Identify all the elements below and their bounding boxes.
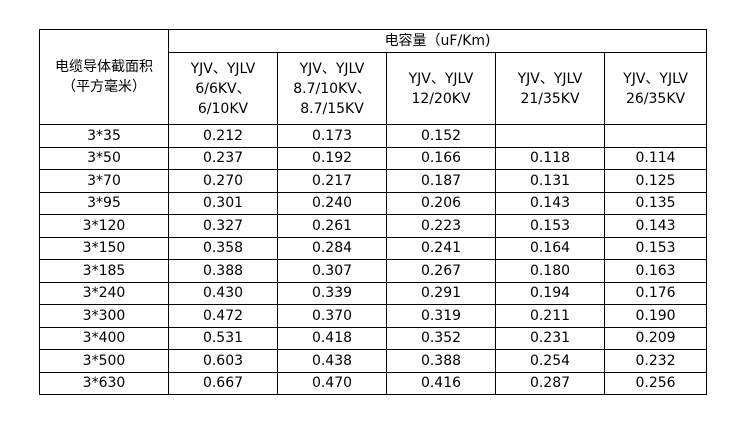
capacitance-value-cell: 0.206 — [386, 191, 496, 215]
capacitance-value-cell: 0.131 — [495, 169, 605, 193]
conductor-size-cell: 3*70 — [39, 169, 169, 193]
table-row: 3*630 0.667 0.470 0.416 0.287 0.256 — [39, 371, 708, 395]
voltage-header-1: YJV、YJLV 6/6KV、 6/10KV — [168, 52, 278, 125]
capacitance-value-cell: 0.388 — [386, 349, 496, 373]
capacitance-value-cell: 0.164 — [495, 236, 605, 260]
capacitance-value-cell: 0.176 — [603, 281, 708, 305]
capacitance-value-cell: 0.118 — [495, 146, 605, 170]
table-row: 3*150 0.358 0.284 0.241 0.164 0.153 — [39, 236, 708, 260]
capacitance-value-cell: 0.603 — [168, 349, 278, 373]
capacitance-value-cell: 0.270 — [168, 169, 278, 193]
capacitance-group-header: 电容量（uF/Km) — [167, 29, 708, 53]
conductor-size-cell: 3*300 — [39, 304, 169, 328]
conductor-size-cell: 3*500 — [39, 349, 169, 373]
conductor-size-header-line2: （平方毫米） — [62, 79, 146, 95]
table-row: 3*400 0.531 0.418 0.352 0.231 0.209 — [39, 326, 708, 350]
capacitance-value-cell: 0.190 — [603, 304, 708, 328]
conductor-size-cell: 3*150 — [39, 236, 169, 260]
capacitance-value-cell: 0.327 — [168, 214, 278, 238]
table-row: 3*240 0.430 0.339 0.291 0.194 0.176 — [39, 281, 708, 305]
capacitance-value-cell: 0.231 — [495, 326, 605, 350]
capacitance-value-cell — [495, 124, 605, 148]
capacitance-value-cell: 0.352 — [386, 326, 496, 350]
capacitance-value-cell: 0.173 — [277, 124, 387, 148]
capacitance-table: 电缆导体截面积 （平方毫米） 电容量（uF/Km) YJV、YJLV 6/6KV、… — [39, 29, 708, 395]
capacitance-value-cell: 0.430 — [168, 281, 278, 305]
capacitance-value-cell: 0.418 — [277, 326, 387, 350]
capacitance-value-cell: 0.187 — [386, 169, 496, 193]
capacitance-value-cell: 0.307 — [277, 259, 387, 283]
capacitance-value-cell: 0.388 — [168, 259, 278, 283]
capacitance-value-cell: 0.319 — [386, 304, 496, 328]
voltage-header-3: YJV、YJLV 12/20KV — [386, 52, 496, 125]
capacitance-value-cell: 0.212 — [168, 124, 278, 148]
capacitance-value-cell: 0.192 — [277, 146, 387, 170]
capacitance-value-cell: 0.339 — [277, 281, 387, 305]
capacitance-value-cell: 0.194 — [495, 281, 605, 305]
capacitance-value-cell: 0.223 — [386, 214, 496, 238]
capacitance-value-cell: 0.163 — [603, 259, 708, 283]
voltage-header-2: YJV、YJLV 8.7/10KV、 8.7/15KV — [277, 52, 387, 125]
capacitance-value-cell: 0.153 — [495, 214, 605, 238]
capacitance-value-cell: 0.180 — [495, 259, 605, 283]
capacitance-value-cell: 0.237 — [168, 146, 278, 170]
conductor-size-cell: 3*95 — [39, 191, 169, 215]
capacitance-value-cell: 0.143 — [495, 191, 605, 215]
capacitance-value-cell: 0.166 — [386, 146, 496, 170]
conductor-size-cell: 3*400 — [39, 326, 169, 350]
capacitance-value-cell: 0.291 — [386, 281, 496, 305]
capacitance-value-cell: 0.416 — [386, 371, 496, 395]
capacitance-value-cell: 0.301 — [168, 191, 278, 215]
table-row: 3*35 0.212 0.173 0.152 — [39, 124, 708, 148]
capacitance-value-cell: 0.438 — [277, 349, 387, 373]
capacitance-value-cell: 0.531 — [168, 326, 278, 350]
table-row: 3*300 0.472 0.370 0.319 0.211 0.190 — [39, 304, 708, 328]
capacitance-value-cell: 0.211 — [495, 304, 605, 328]
voltage-header-4: YJV、YJLV 21/35KV — [495, 52, 605, 125]
table-row: 3*500 0.603 0.438 0.388 0.254 0.232 — [39, 349, 708, 373]
capacitance-value-cell: 0.241 — [386, 236, 496, 260]
conductor-size-header: 电缆导体截面积 （平方毫米） — [39, 29, 169, 125]
capacitance-value-cell: 0.114 — [603, 146, 708, 170]
capacitance-value-cell: 0.135 — [603, 191, 708, 215]
capacitance-value-cell: 0.232 — [603, 349, 708, 373]
capacitance-value-cell: 0.267 — [386, 259, 496, 283]
conductor-size-header-line1: 电缆导体截面积 — [55, 59, 153, 75]
capacitance-value-cell: 0.370 — [277, 304, 387, 328]
capacitance-value-cell: 0.287 — [495, 371, 605, 395]
table-row: 3*120 0.327 0.261 0.223 0.153 0.143 — [39, 214, 708, 238]
voltage-header-row: YJV、YJLV 6/6KV、 6/10KV YJV、YJLV 8.7/10KV、 8.7… — [40, 52, 708, 125]
capacitance-value-cell: 0.217 — [277, 169, 387, 193]
conductor-size-cell: 3*120 — [39, 214, 169, 238]
capacitance-value-cell: 0.209 — [603, 326, 708, 350]
capacitance-value-cell: 0.152 — [386, 124, 496, 148]
voltage-header-5: YJV、YJLV 26/35KV — [603, 52, 708, 125]
capacitance-value-cell: 0.261 — [277, 214, 387, 238]
capacitance-value-cell: 0.470 — [277, 371, 387, 395]
capacitance-value-cell: 0.143 — [603, 214, 708, 238]
capacitance-value-cell: 0.284 — [277, 236, 387, 260]
conductor-size-cell: 3*240 — [39, 281, 169, 305]
conductor-size-cell: 3*50 — [39, 146, 169, 170]
table-body: 3*35 0.212 0.173 0.152 3*50 0.237 0.192 0.166 0.… — [39, 124, 708, 395]
table-row: 3*50 0.237 0.192 0.166 0.118 0.114 — [39, 146, 708, 170]
capacitance-value-cell: 0.256 — [603, 371, 708, 395]
table-row: 3*95 0.301 0.240 0.206 0.143 0.135 — [39, 191, 708, 215]
capacitance-value-cell: 0.240 — [277, 191, 387, 215]
conductor-size-cell: 3*630 — [39, 371, 169, 395]
table-row: 3*70 0.270 0.217 0.187 0.131 0.125 — [39, 169, 708, 193]
capacitance-value-cell: 0.254 — [495, 349, 605, 373]
conductor-size-cell: 3*35 — [39, 124, 169, 148]
capacitance-value-cell: 0.472 — [168, 304, 278, 328]
capacitance-value-cell: 0.153 — [603, 236, 708, 260]
capacitance-value-cell: 0.358 — [168, 236, 278, 260]
capacitance-value-cell: 0.667 — [168, 371, 278, 395]
capacitance-value-cell — [603, 124, 708, 148]
table-row: 3*185 0.388 0.307 0.267 0.180 0.163 — [39, 259, 708, 283]
capacitance-value-cell: 0.125 — [603, 169, 708, 193]
conductor-size-cell: 3*185 — [39, 259, 169, 283]
